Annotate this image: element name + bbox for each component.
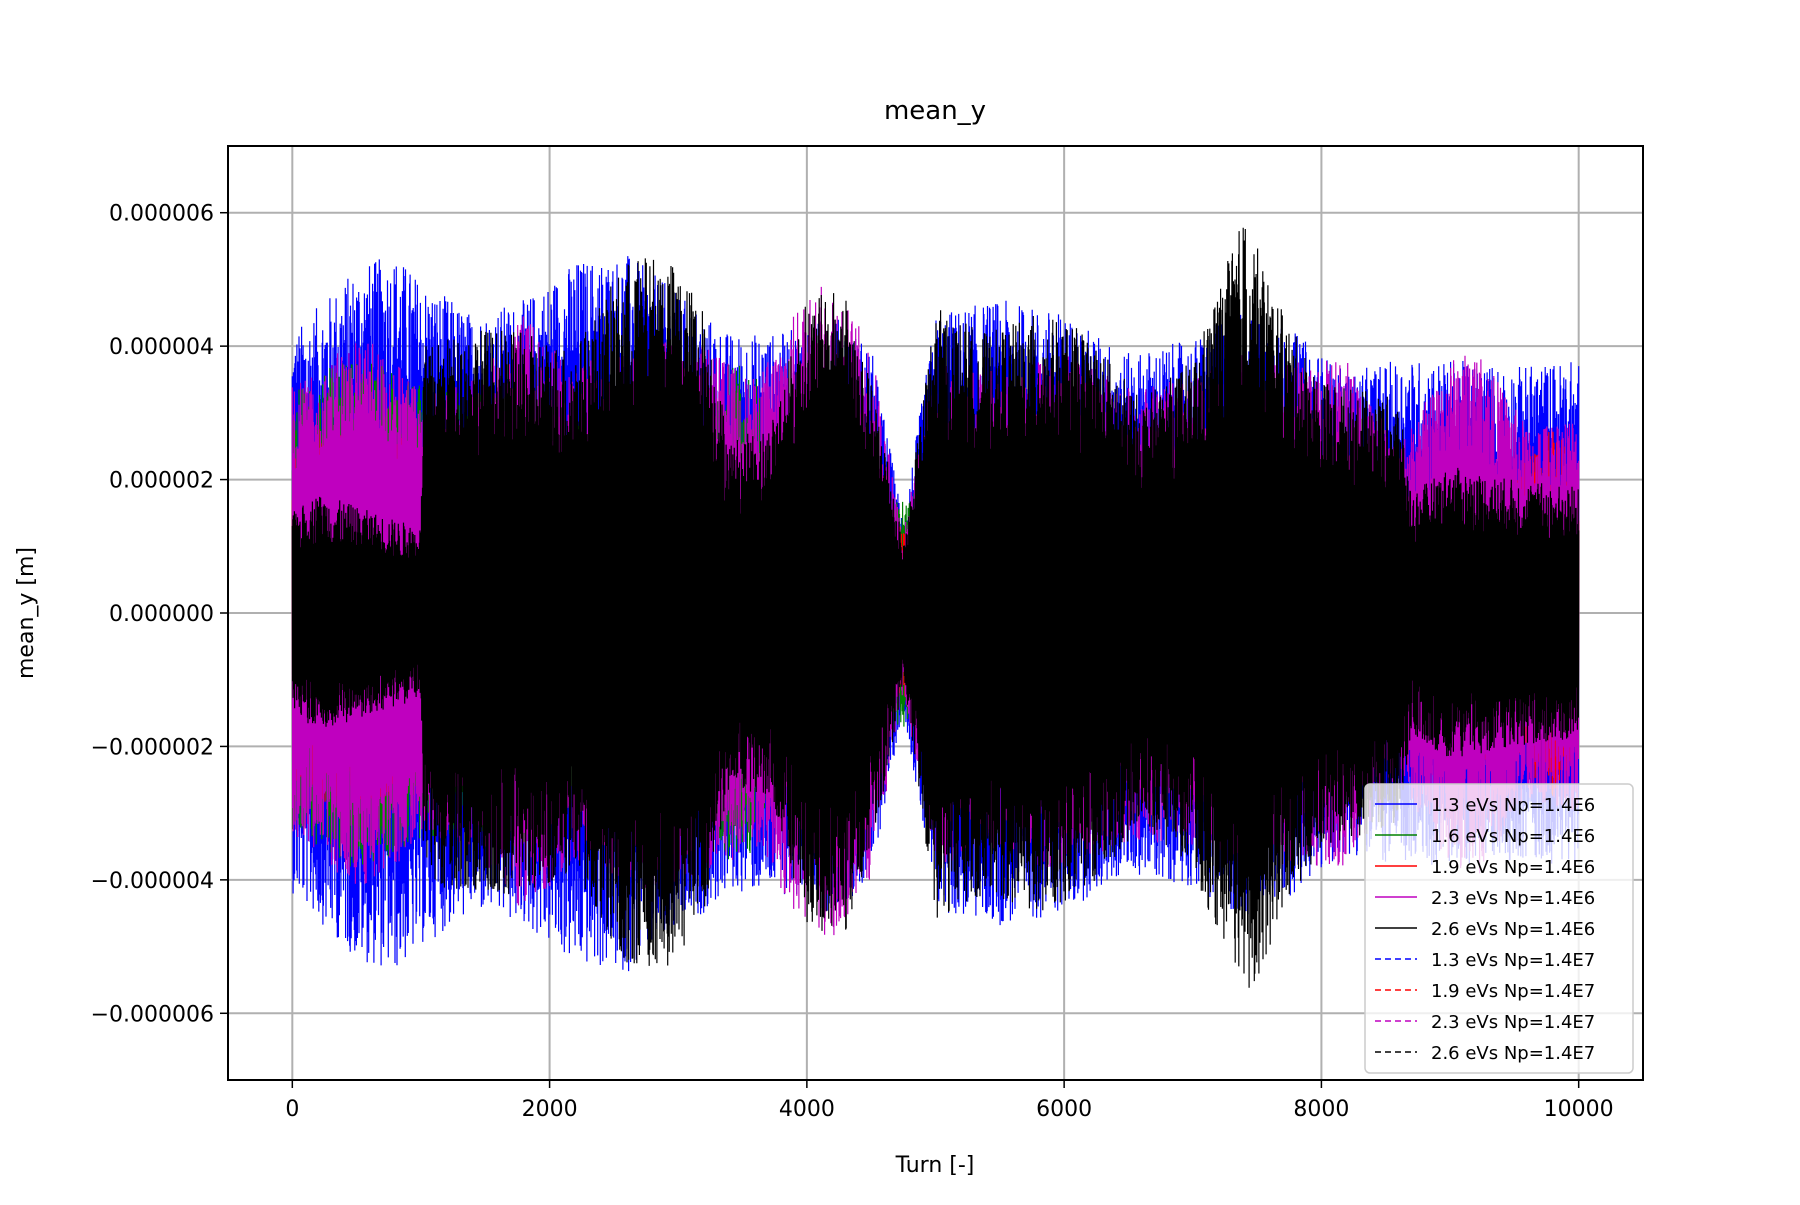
legend-label: 2.3 eVs Np=1.4E7 xyxy=(1431,1012,1595,1033)
y-tick-label: 0.000004 xyxy=(109,335,214,360)
y-axis-label: mean_y [m] xyxy=(14,547,39,679)
legend-label: 2.6 eVs Np=1.4E6 xyxy=(1431,919,1595,940)
y-tick-label: 0.000006 xyxy=(109,202,214,227)
series-line xyxy=(291,227,1580,988)
legend-label: 2.6 eVs Np=1.4E7 xyxy=(1431,1043,1595,1064)
y-tick-label: −0.000002 xyxy=(91,735,214,760)
ticks: 0 2000 4000 6000 8000 10000 0.000006 0.000004 0.… xyxy=(91,202,1614,1122)
series-layer xyxy=(291,227,1580,988)
x-tick-label: 6000 xyxy=(1036,1097,1092,1122)
y-tick-label: 0.000000 xyxy=(109,602,214,627)
x-tick-label: 2000 xyxy=(522,1097,578,1122)
x-axis-label: Turn [-] xyxy=(895,1153,975,1178)
legend-label: 1.6 eVs Np=1.4E6 xyxy=(1431,826,1595,847)
legend-label: 2.3 eVs Np=1.4E6 xyxy=(1431,888,1595,909)
legend-label: 1.9 eVs Np=1.4E6 xyxy=(1431,857,1595,878)
chart-title: mean_y xyxy=(884,96,986,126)
legend-label: 1.9 eVs Np=1.4E7 xyxy=(1431,981,1595,1002)
y-tick-label: −0.000006 xyxy=(91,1002,214,1027)
x-tick-label: 8000 xyxy=(1293,1097,1349,1122)
legend-box xyxy=(1364,783,1634,1074)
y-tick-label: −0.000004 xyxy=(91,869,214,894)
legend: 1.3 eVs Np=1.4E6 1.6 eVs Np=1.4E6 1.9 eVs … xyxy=(1364,783,1634,1074)
x-tick-label: 4000 xyxy=(779,1097,835,1122)
y-tick-label: 0.000002 xyxy=(109,469,214,494)
legend-label: 1.3 eVs Np=1.4E6 xyxy=(1431,795,1595,816)
x-tick-label: 10000 xyxy=(1544,1097,1614,1122)
x-tick-label: 0 xyxy=(285,1097,299,1122)
legend-label: 1.3 eVs Np=1.4E7 xyxy=(1431,950,1595,971)
